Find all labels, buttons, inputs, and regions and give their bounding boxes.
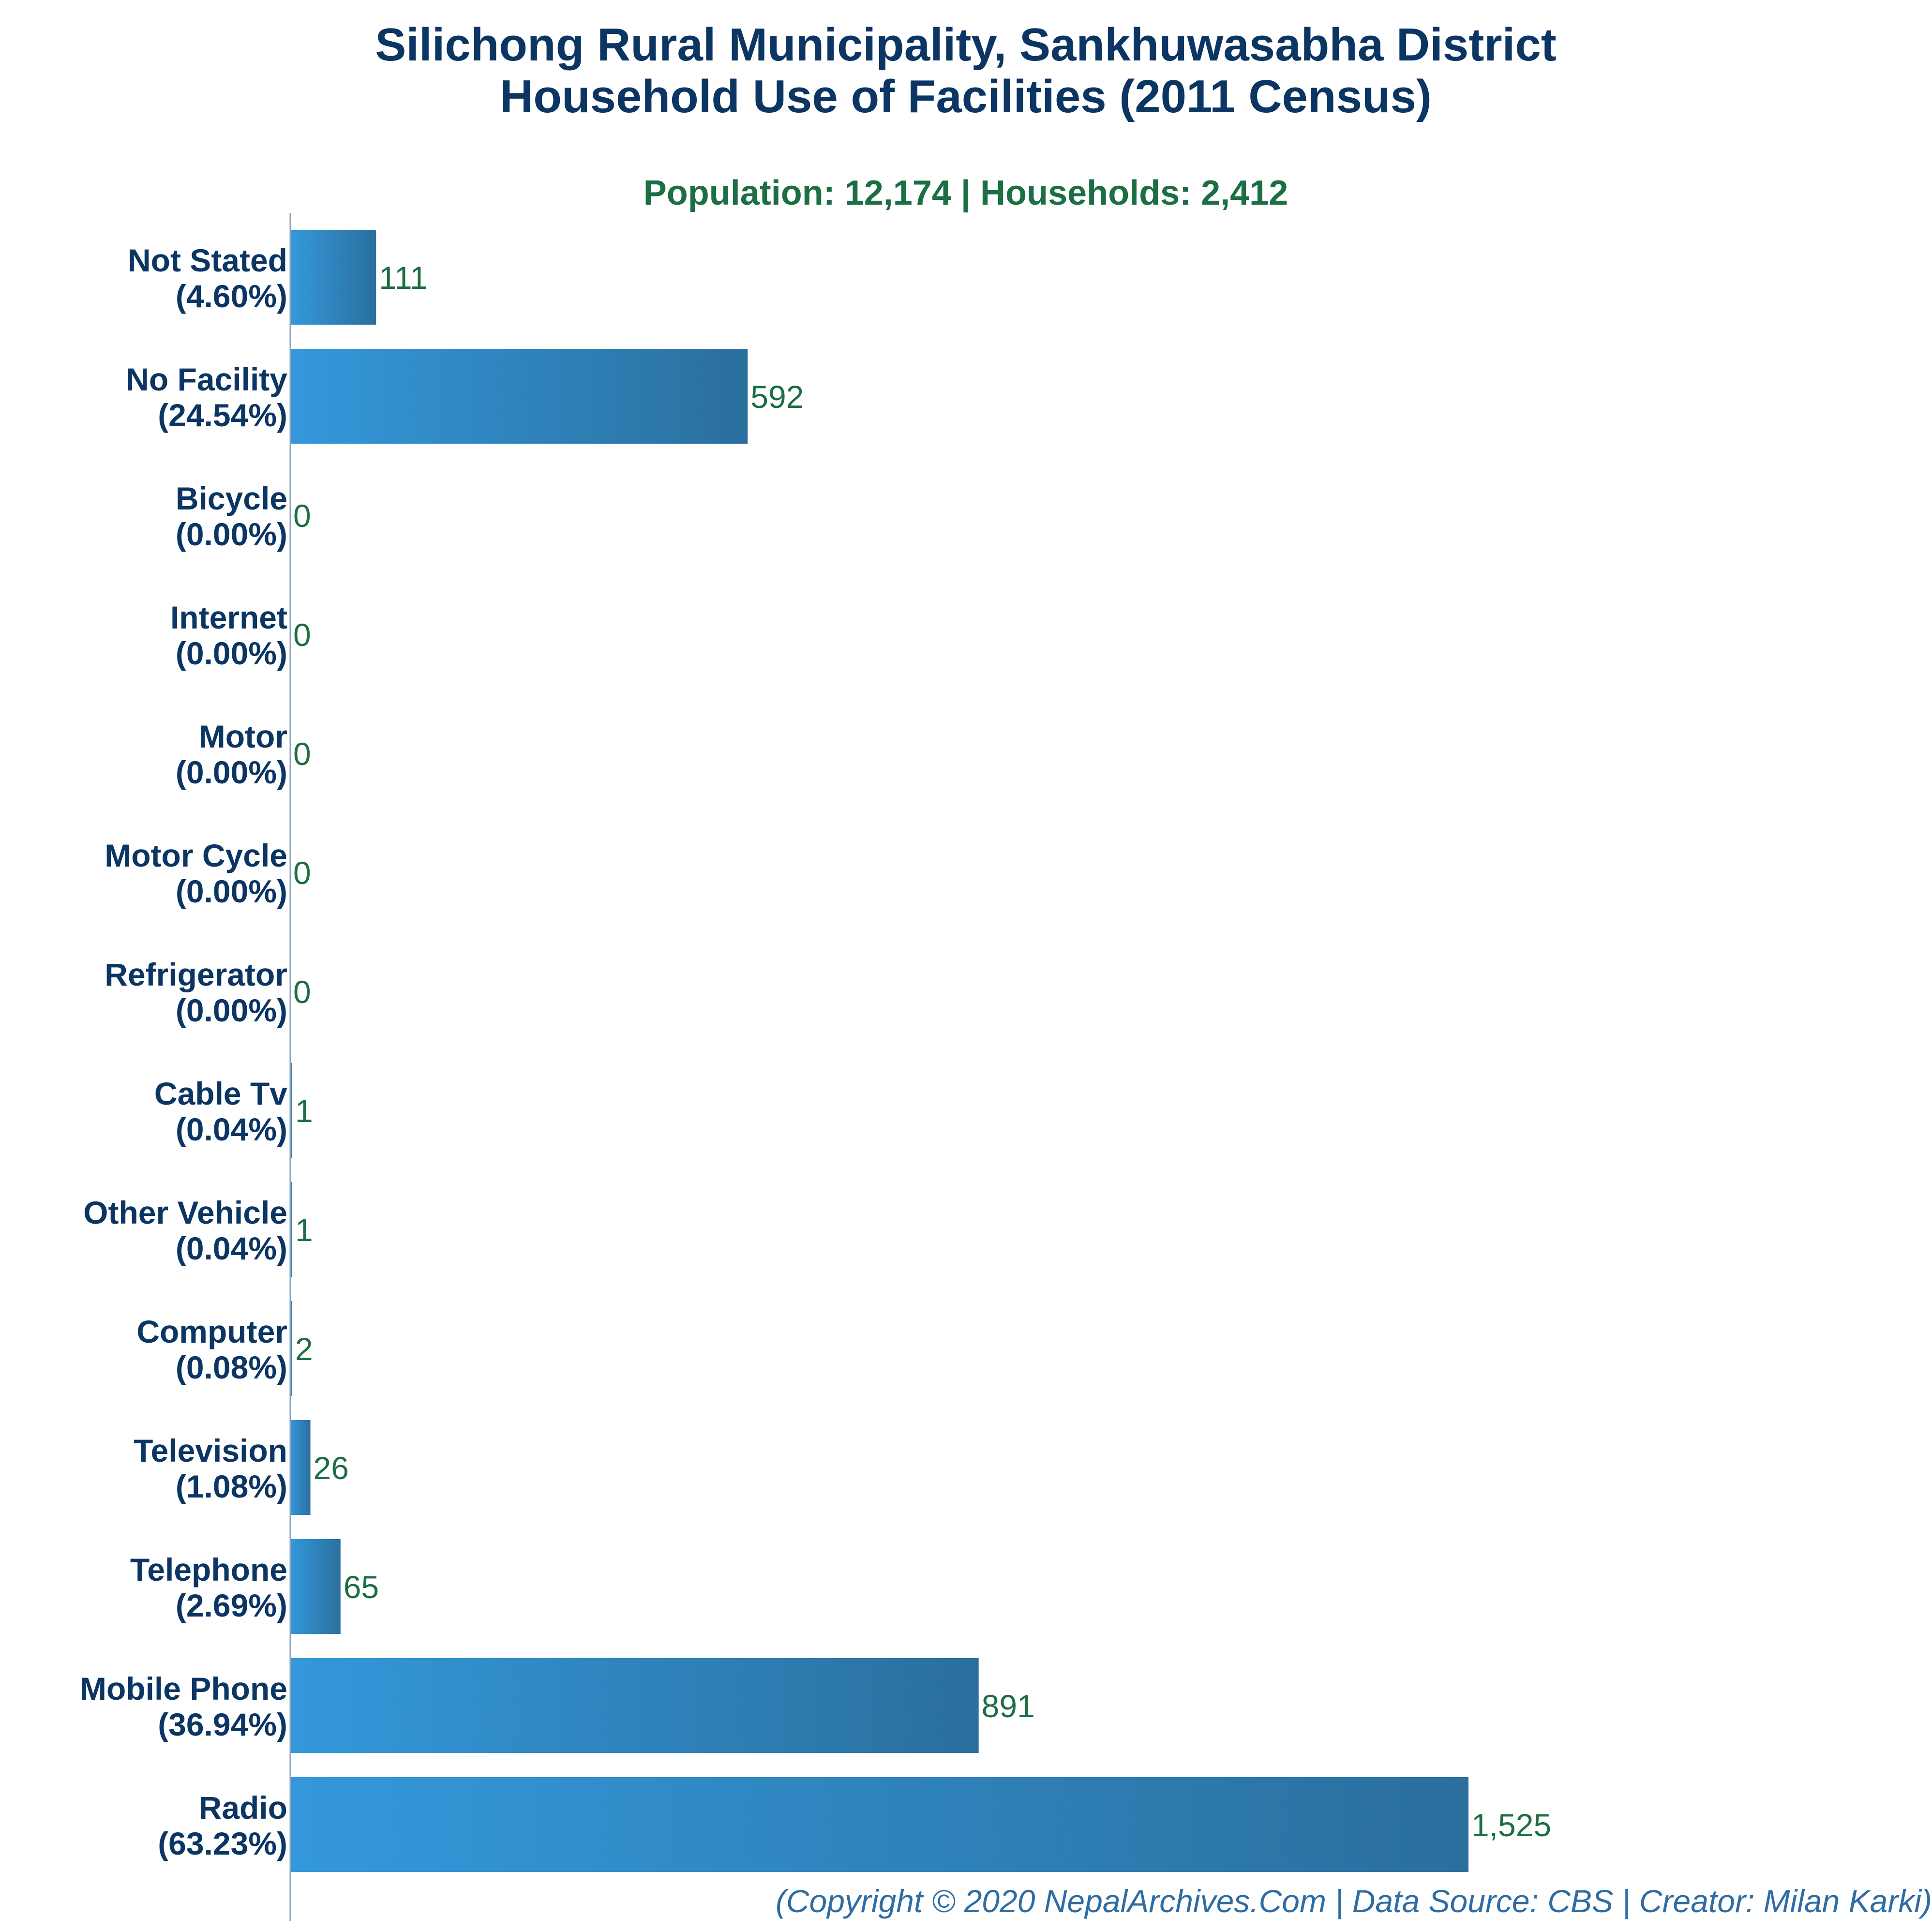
category-percent-label: (0.00%) [176,873,287,909]
value-label: 0 [293,974,311,1010]
bar-group: Telephone(2.69%) 65 [130,1539,379,1634]
bar [290,1063,292,1158]
category-percent-label: (0.00%) [176,635,287,671]
bar-group: No Facility(24.54%) 592 [126,349,804,444]
value-label: 1 [295,1212,313,1248]
chart-subtitle: Population: 12,174 | Households: 2,412 [644,174,1288,212]
category-label: Television [134,1433,287,1468]
value-label: 0 [293,617,311,653]
bar [290,1658,979,1753]
bar-group: Internet(0.00%)0 [170,599,311,671]
bar [290,1420,311,1515]
value-label: 1 [295,1093,313,1129]
value-label: 2 [295,1331,313,1367]
bar-group: Bicycle(0.00%)0 [176,480,311,552]
bar-group: Television(1.08%) 26 [134,1420,349,1515]
category-label: Computer [136,1314,287,1349]
value-label: 0 [293,736,311,772]
category-percent-label: (0.00%) [176,992,287,1028]
chart-title: Silichong Rural Municipality, Sankhuwasa… [375,19,1556,71]
value-label: 1,525 [1471,1807,1551,1843]
bar [290,1301,292,1396]
category-label: Motor [199,719,287,754]
bar-group: Mobile Phone(36.94%) 891 [80,1658,1035,1753]
category-label: Mobile Phone [80,1671,287,1707]
value-label: 111 [379,260,427,296]
chart-title-line2: Household Use of Facilities (2011 Census… [500,71,1432,122]
bar-group: Motor(0.00%)0 [176,719,311,790]
category-percent-label: (4.60%) [176,278,287,314]
bar [290,1777,1468,1872]
category-label: Cable Tv [154,1076,287,1111]
bar [290,1539,341,1634]
bar-group: Cable Tv(0.04%)1 [154,1063,313,1158]
category-label: Radio [199,1790,287,1826]
value-label: 891 [982,1688,1035,1724]
bar [290,349,748,444]
category-percent-label: (1.08%) [176,1468,287,1504]
category-label: No Facility [126,361,287,397]
value-label: 65 [344,1569,379,1605]
value-label: 26 [314,1450,349,1486]
bar-group: Refrigerator(0.00%)0 [105,957,311,1028]
category-percent-label: (36.94%) [158,1707,287,1742]
bar-group: Computer(0.08%)2 [136,1301,313,1396]
category-percent-label: (24.54%) [158,397,287,433]
value-label: 0 [293,855,311,891]
category-percent-label: (0.04%) [176,1111,287,1147]
bar-group: Not Stated(4.60%) 111 [128,230,428,325]
bar-group: Other Vehicle(0.04%)1 [83,1182,313,1277]
category-percent-label: (2.69%) [176,1588,287,1623]
category-label: Refrigerator [105,957,287,992]
category-percent-label: (0.08%) [176,1349,287,1385]
plot-area: Not Stated(4.60%) 111 No Facility(24.54%) 5… [80,230,1551,1872]
bar [290,230,376,325]
bar-group: Radio(63.23%) 1,525 [158,1777,1551,1872]
value-label: 592 [750,379,804,415]
category-label: Motor Cycle [105,838,287,873]
chart-footer: (Copyright © 2020 NepalArchives.Com | Da… [776,1883,1932,1920]
value-label: 0 [293,498,311,534]
category-percent-label: (0.00%) [176,754,287,790]
bar [290,1182,292,1277]
category-label: Other Vehicle [83,1195,287,1230]
category-percent-label: (0.00%) [176,516,287,552]
category-label: Telephone [130,1552,287,1588]
category-label: Internet [170,599,287,635]
bar-group: Motor Cycle(0.00%)0 [105,838,311,909]
category-percent-label: (0.04%) [176,1230,287,1266]
category-percent-label: (63.23%) [158,1826,287,1861]
category-label: Bicycle [176,480,287,516]
category-label: Not Stated [128,242,287,278]
